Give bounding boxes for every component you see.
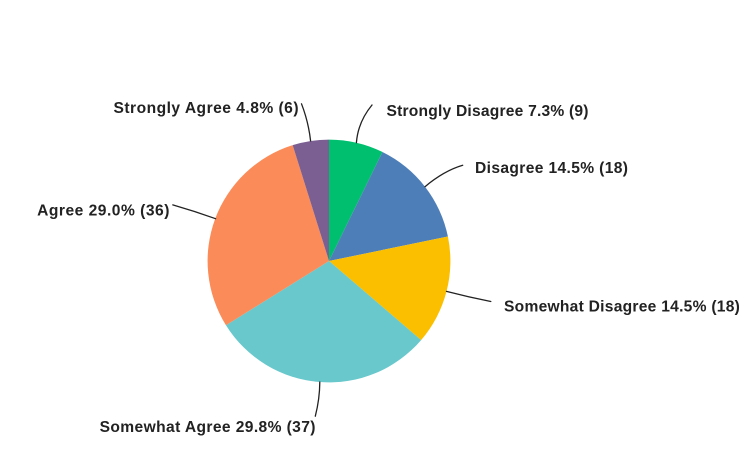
svg-text:Agree 29.0% (36): Agree 29.0% (36) bbox=[37, 203, 170, 220]
svg-text:Strongly Disagree 7.3% (9): Strongly Disagree 7.3% (9) bbox=[387, 103, 589, 120]
svg-text:Disagree 14.5% (18): Disagree 14.5% (18) bbox=[475, 160, 628, 177]
svg-text:Somewhat Agree 29.8% (37): Somewhat Agree 29.8% (37) bbox=[100, 419, 316, 436]
svg-text:Somewhat Disagree 14.5% (18): Somewhat Disagree 14.5% (18) bbox=[504, 299, 740, 316]
svg-text:Strongly Agree 4.8% (6): Strongly Agree 4.8% (6) bbox=[114, 100, 300, 117]
